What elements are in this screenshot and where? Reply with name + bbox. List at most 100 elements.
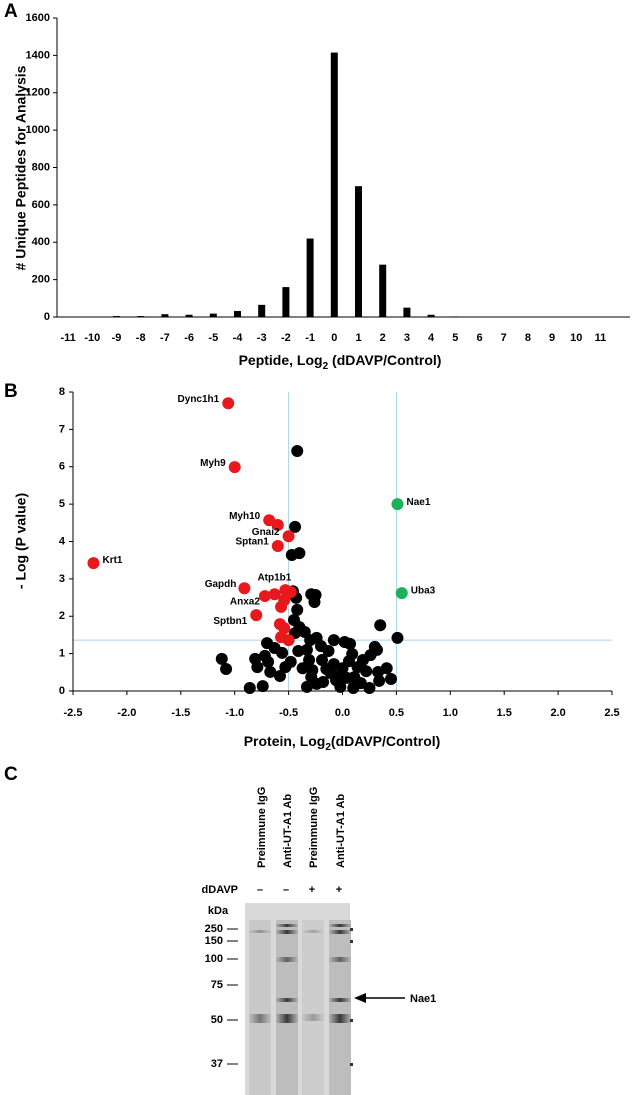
y-tick-label: 8 [59,386,65,398]
marker-label: 150 [205,935,223,947]
point-label: Krt1 [102,555,122,566]
data-point [284,585,297,598]
y-tick-label: 7 [59,423,65,435]
data-point [320,662,333,675]
bar [234,311,241,317]
bar [330,52,338,318]
data-point [360,665,373,678]
point-label: Myh9 [200,458,226,469]
bar [451,316,459,317]
x-tick-label: -2.5 [64,707,83,719]
bar [282,287,290,317]
x-tick-label: -1.0 [225,707,244,719]
treatment-sign: – [257,884,263,896]
x-axis-title: Protein, Log2(dDAVP/Control) [244,733,441,753]
x-tick-label: 0.0 [335,707,350,719]
y-tick-label: 3 [59,573,65,585]
x-tick-label: 2.0 [550,707,565,719]
x-tick-label: -7 [160,332,170,344]
data-point [380,662,393,675]
x-tick-label: 5 [452,332,458,344]
data-point [348,671,361,684]
data-point [291,445,304,458]
data-point [282,530,295,543]
point-label: Sptan1 [235,537,269,548]
y-tick-label: 1000 [26,124,50,136]
panel-label: C [4,764,18,785]
y-tick-label: 4 [59,535,66,547]
x-axis-title-part: Peptide, Log [239,352,323,368]
data-point [273,670,286,683]
data-point [271,519,284,532]
x-tick-label: 1.5 [497,707,512,719]
data-point [292,645,305,658]
point-label: Nae1 [406,497,430,508]
data-point [264,665,277,678]
x-tick-label: 11 [595,332,607,344]
data-point [363,682,376,695]
data-point [327,634,340,647]
data-point [228,461,241,474]
data-point [258,649,271,662]
data-point [271,539,284,552]
treatment-sign: + [336,884,342,896]
marker-label: 100 [205,953,223,965]
data-point [300,680,313,693]
marker-label: 50 [211,1014,223,1026]
x-tick-label: 7 [501,332,507,344]
x-tick-label: -2.0 [117,707,136,719]
panel-label: B [4,381,18,402]
y-tick-label: 200 [32,274,50,286]
point-label: Dync1h1 [178,394,220,405]
treatment-sign: – [283,884,289,896]
point-label: Uba3 [411,586,436,597]
data-point [258,590,271,603]
data-point [279,661,292,674]
data-point [303,653,316,666]
x-tick-label: -4 [233,332,244,344]
x-tick-label: 4 [428,332,435,344]
data-point [282,634,295,647]
data-point [222,397,235,410]
y-tick-label: 800 [32,161,50,173]
y-tick-label: 1600 [26,12,50,24]
data-point [342,655,355,668]
data-point [238,582,251,595]
data-point [268,588,281,601]
x-tick-label: 6 [476,332,482,344]
x-axis-title-part: (dDAVP/Control) [331,733,440,749]
x-axis-title-part: (dDAVP/Control) [328,352,441,368]
bar [355,186,362,317]
x-tick-label: -8 [136,332,146,344]
data-point [215,652,228,665]
x-tick-label: 1.0 [443,707,458,719]
data-point [250,609,263,622]
point-label: Anxa2 [230,597,260,608]
lane-label: Anti-UT-A1 Ab [335,794,347,868]
y-tick-label: 0 [59,685,65,697]
bar [403,307,411,317]
marker-label: 250 [205,923,223,935]
data-point [374,619,387,632]
point-label: Atp1b1 [257,573,291,584]
data-point [276,646,289,659]
data-point [275,600,288,613]
y-tick-label: 2 [59,610,65,622]
y-tick-label: 1400 [26,49,50,61]
bar [113,316,120,317]
x-tick-label: -5 [208,332,218,344]
x-tick-label: -10 [84,332,100,344]
data-point [391,631,404,644]
bar [161,314,169,317]
x-tick-label: -1 [305,332,315,344]
y-tick-label: 0 [44,311,50,323]
x-tick-label: 1 [355,332,361,344]
data-point [243,682,256,695]
blot-image [245,903,405,1095]
panel-label: A [4,1,18,22]
data-point [322,645,335,658]
x-axis-title-part: 2 [323,361,329,372]
x-tick-label: -11 [60,332,75,344]
bar [427,314,435,317]
